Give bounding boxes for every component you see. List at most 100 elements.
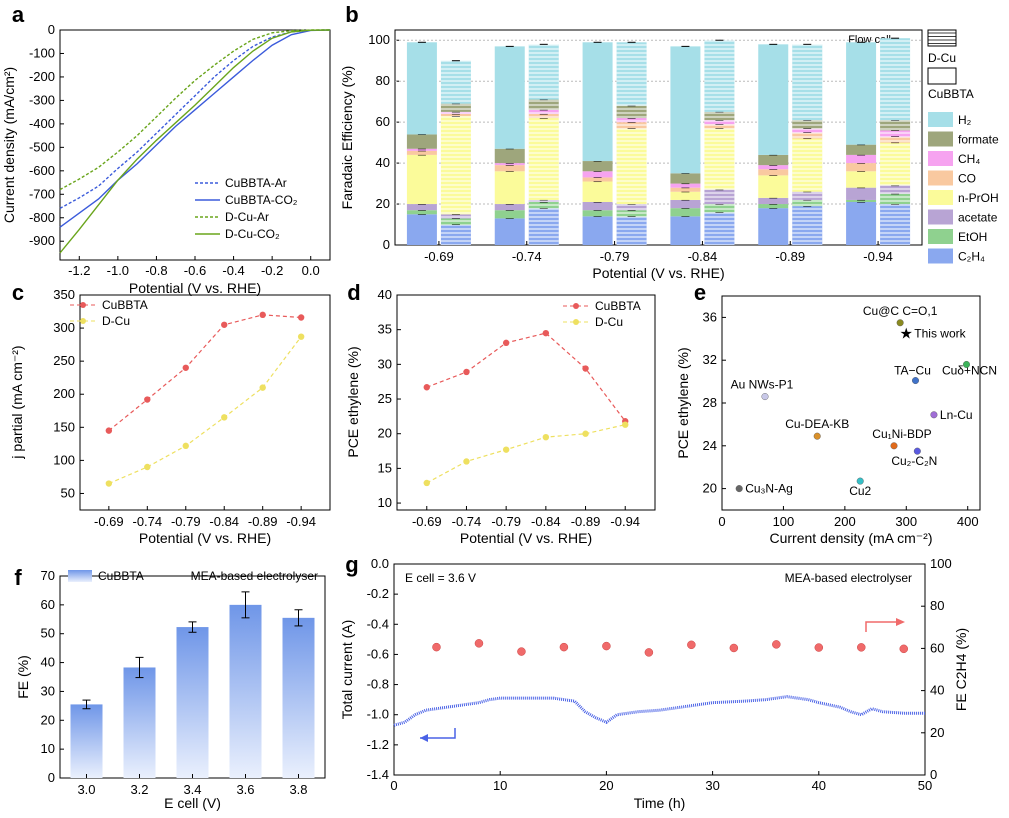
x-tick-label: -0.74 (132, 514, 162, 529)
data-point (813, 432, 821, 440)
stack-hatch (880, 136, 911, 143)
x-axis-label: Potential (V vs. RHE) (460, 530, 592, 546)
series-line (59, 29, 331, 254)
legend-label: CuBBTA (102, 298, 148, 312)
y-tick-label: 20 (41, 712, 55, 727)
y-tick-label: 40 (378, 287, 392, 302)
legend-swatch (928, 151, 953, 166)
y-axis-label: FE (%) (15, 655, 31, 699)
mea-annotation: MEA-based electrolyser (191, 569, 318, 583)
stack-segment (582, 161, 613, 172)
y-tick-label: 300 (53, 320, 75, 335)
mea-annotation: MEA-based electrolyser (785, 571, 912, 585)
y-tick-label: -300 (29, 92, 55, 107)
legend-swatch (928, 170, 953, 186)
x-tick-label: -1.2 (68, 263, 90, 278)
legend-marker (80, 318, 86, 324)
x-tick-label: -0.79 (171, 514, 201, 529)
series-line (59, 29, 331, 228)
fe-point (644, 648, 654, 657)
stack-segment (846, 163, 877, 172)
fe-point (857, 643, 866, 652)
stack-hatch (704, 120, 735, 125)
y-tick-label: 35 (378, 322, 392, 337)
stack-hatch (440, 111, 471, 114)
stack-hatch (528, 44, 559, 100)
stack-hatch (440, 116, 471, 215)
bar (282, 617, 315, 778)
stack-segment (582, 216, 613, 245)
panel-e: e 0 100 200 300 400 20 24 28 32 36 Current density … (675, 280, 997, 546)
stack-segment (758, 197, 789, 205)
plot-frame (393, 563, 926, 776)
y-tick-label: -200 (29, 69, 55, 84)
fe-point (559, 642, 569, 652)
legend-label: C₂H₄ (958, 250, 985, 264)
y-tick-label: -0.6 (367, 646, 389, 661)
stack-segment (582, 202, 613, 211)
data-point (542, 329, 550, 337)
y-axis-label: Current density (mA/cm²) (1, 67, 17, 223)
fe-point (687, 640, 696, 650)
panel-f: f 0 10 20 30 40 50 60 70 E cell (V) FE (%) MEA-base… (14, 565, 326, 811)
y-tick-label: 40 (41, 655, 55, 670)
stack-hatch (616, 204, 647, 211)
fe-point (899, 644, 909, 654)
stack-hatch (704, 40, 735, 112)
stack-hatch (704, 128, 735, 190)
y2-tick-label: 60 (930, 640, 944, 655)
stack-hatch (880, 142, 911, 186)
stack-hatch (616, 42, 647, 106)
x-tick-label: -0.94 (286, 514, 316, 529)
left-arrow-head (420, 734, 428, 742)
legend-swatch (928, 248, 953, 264)
x-tick-label: -0.84 (209, 514, 239, 529)
bar (176, 627, 209, 778)
y-tick-label: -400 (29, 116, 55, 131)
y-tick-label: 200 (53, 386, 75, 401)
data-point (259, 311, 266, 319)
series-line (426, 332, 626, 422)
point-label: Cu₂-C₂N (891, 454, 937, 468)
stack-hatch (440, 60, 471, 104)
stack-segment (582, 210, 613, 217)
stack-hatch (704, 111, 735, 121)
data-point (221, 321, 228, 328)
point-label: Cuδ+NCN (942, 363, 997, 377)
stack-hatch (528, 118, 559, 200)
x-tick-label: -0.6 (184, 263, 206, 278)
data-point (761, 393, 769, 401)
x-tick-label: -0.79 (600, 249, 630, 264)
point-label: Ln-Cu (940, 408, 973, 422)
data-point (856, 477, 864, 485)
legend-swatch-dcu (927, 29, 957, 47)
stack-segment (406, 42, 437, 135)
data-point (463, 368, 470, 376)
x-tick-label: -0.84 (531, 514, 561, 529)
stack-hatch (792, 206, 823, 245)
legend-label: CH₄ (958, 152, 980, 166)
data-point (144, 463, 151, 471)
x-tick-label: -0.84 (688, 249, 718, 264)
panel-label: d (347, 280, 360, 305)
y-tick-label: 50 (61, 485, 75, 500)
stack-segment (758, 154, 789, 166)
legend-label: CO (958, 172, 976, 186)
panel-label: b (345, 2, 358, 27)
legend-label: D-Cu-CO₂ (225, 227, 280, 241)
panel-a: a -1.2 -1.0 -0.8 -0.6 -0.4 -0.2 0.0 0 -100 -200 -30… (1, 2, 331, 296)
fe-point (432, 642, 441, 652)
x-tick-label: -0.69 (94, 514, 124, 529)
x-tick-label: 3.8 (289, 782, 307, 797)
fe-point (772, 640, 781, 649)
point-label: Au NWs-P1 (731, 378, 794, 392)
panel-d: 10 15 20 25 30 35 40 -0.69 -0.74 -0.79 -0.84 -0.89-… (345, 280, 656, 546)
y-tick-label: -800 (29, 210, 55, 225)
fe-point (729, 643, 739, 653)
series-line (59, 29, 331, 209)
x-tick-label: 10 (493, 778, 507, 793)
stack-segment (406, 150, 437, 155)
stack-segment (494, 218, 525, 245)
x-tick-label: 0.0 (302, 263, 320, 278)
plot-frame (79, 294, 331, 511)
